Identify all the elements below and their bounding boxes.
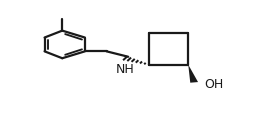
Polygon shape [188, 65, 198, 83]
Text: OH: OH [204, 78, 223, 91]
Text: NH: NH [116, 63, 135, 76]
